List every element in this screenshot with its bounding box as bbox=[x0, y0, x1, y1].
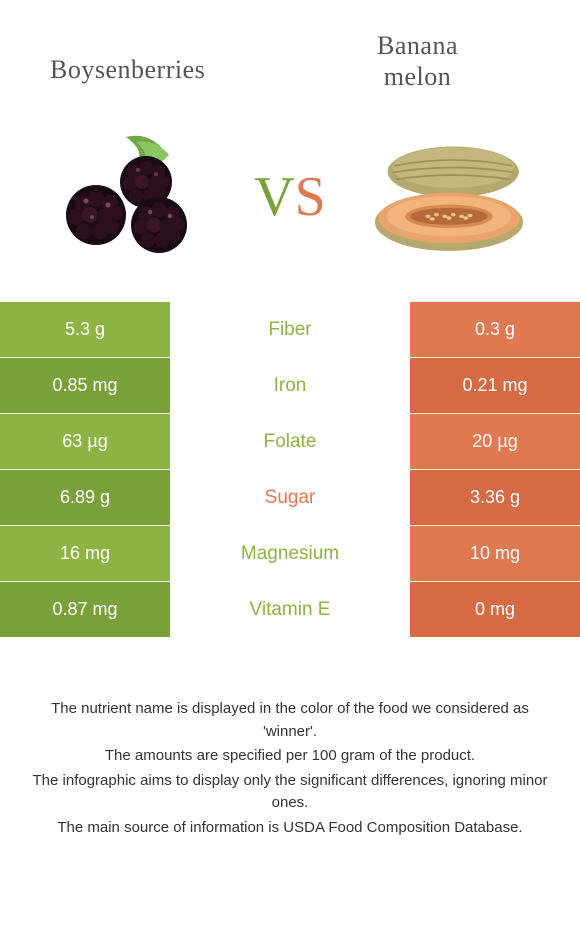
nutrient-value-right: 10 mg bbox=[410, 526, 580, 581]
nutrient-value-right: 3.36 g bbox=[410, 470, 580, 525]
vs-label: VS bbox=[254, 165, 326, 229]
nutrient-value-right: 0.21 mg bbox=[410, 358, 580, 413]
food-title-left: Boysenberries bbox=[40, 30, 295, 92]
images-row: VS bbox=[0, 102, 580, 302]
footer-line: The nutrient name is displayed in the co… bbox=[30, 698, 550, 743]
footer-notes: The nutrient name is displayed in the co… bbox=[0, 638, 580, 839]
nutrient-name: Folate bbox=[170, 414, 410, 469]
nutrient-name: Vitamin E bbox=[170, 582, 410, 637]
food-image-left bbox=[51, 117, 211, 277]
nutrient-row: 0.87 mgVitamin E0 mg bbox=[0, 582, 580, 638]
nutrient-row: 6.89 gSugar3.36 g bbox=[0, 470, 580, 526]
nutrient-row: 0.85 mgIron0.21 mg bbox=[0, 358, 580, 414]
nutrient-value-left: 6.89 g bbox=[0, 470, 170, 525]
nutrient-row: 63 µgFolate20 µg bbox=[0, 414, 580, 470]
nutrient-row: 16 mgMagnesium10 mg bbox=[0, 526, 580, 582]
nutrient-value-right: 0 mg bbox=[410, 582, 580, 637]
nutrient-value-right: 0.3 g bbox=[410, 302, 580, 357]
header: Boysenberries Bananamelon bbox=[0, 0, 580, 102]
nutrient-value-left: 0.85 mg bbox=[0, 358, 170, 413]
nutrient-value-right: 20 µg bbox=[410, 414, 580, 469]
nutrient-value-left: 16 mg bbox=[0, 526, 170, 581]
nutrient-value-left: 5.3 g bbox=[0, 302, 170, 357]
food-title-right: Bananamelon bbox=[295, 30, 540, 92]
nutrient-value-left: 0.87 mg bbox=[0, 582, 170, 637]
footer-line: The infographic aims to display only the… bbox=[30, 770, 550, 815]
nutrient-row: 5.3 gFiber0.3 g bbox=[0, 302, 580, 358]
footer-line: The main source of information is USDA F… bbox=[30, 817, 550, 840]
food-image-right bbox=[369, 117, 529, 277]
footer-line: The amounts are specified per 100 gram o… bbox=[30, 745, 550, 768]
nutrient-table: 5.3 gFiber0.3 g0.85 mgIron0.21 mg63 µgFo… bbox=[0, 302, 580, 638]
nutrient-name: Iron bbox=[170, 358, 410, 413]
nutrient-value-left: 63 µg bbox=[0, 414, 170, 469]
nutrient-name: Fiber bbox=[170, 302, 410, 357]
nutrient-name: Magnesium bbox=[170, 526, 410, 581]
nutrient-name: Sugar bbox=[170, 470, 410, 525]
